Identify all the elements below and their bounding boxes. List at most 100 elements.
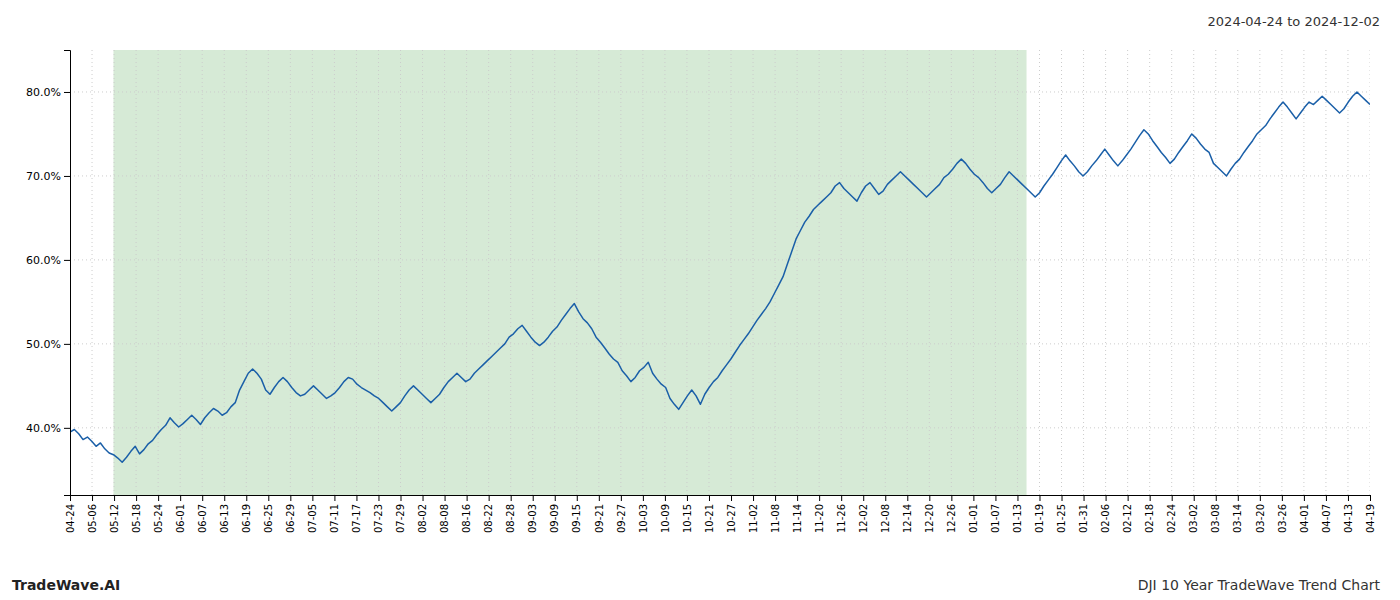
x-tick-mark (489, 495, 490, 501)
x-tick-mark (929, 495, 930, 501)
x-tick-label: 10-21 (704, 504, 715, 533)
x-tick-mark (268, 495, 269, 501)
grid-line-x (136, 50, 137, 495)
x-tick: 02-24 (1166, 495, 1177, 533)
x-tick: 08-02 (417, 495, 428, 533)
grid-line-x (753, 50, 754, 495)
grid-line-x (907, 50, 908, 495)
x-tick-label: 03-02 (1188, 504, 1199, 533)
x-tick-mark (687, 495, 688, 501)
x-tick-label: 09-15 (571, 504, 582, 533)
grid-line-x (1127, 50, 1128, 495)
x-tick: 06-13 (219, 495, 230, 533)
grid-line-x (356, 50, 357, 495)
grid-line-x (1215, 50, 1216, 495)
x-tick-mark (951, 495, 952, 501)
x-tick-label: 08-02 (417, 504, 428, 533)
x-tick: 08-28 (505, 495, 516, 533)
x-tick-label: 12-20 (924, 504, 935, 533)
x-tick-label: 05-06 (87, 504, 98, 533)
x-tick: 05-06 (87, 495, 98, 533)
y-axis: 40.0%50.0%60.0%70.0%80.0% (26, 51, 70, 496)
grid-line-x (1017, 50, 1018, 495)
x-tick-mark (621, 495, 622, 501)
grid-line-x (422, 50, 423, 495)
x-tick: 03-14 (1232, 495, 1243, 533)
x-tick-mark (753, 495, 754, 501)
x-tick-label: 10-27 (726, 504, 737, 533)
y-tick-mark (64, 428, 70, 429)
x-tick-mark (885, 495, 886, 501)
x-tick: 06-19 (241, 495, 252, 533)
grid-line-x (1105, 50, 1106, 495)
x-axis-line (71, 496, 1371, 502)
x-tick-mark (709, 495, 710, 501)
x-tick-label: 07-23 (373, 504, 384, 533)
x-tick-label: 04-19 (1365, 504, 1376, 533)
x-tick-mark (1017, 495, 1018, 501)
x-tick-label: 01-19 (1034, 504, 1045, 533)
x-tick-label: 11-26 (836, 504, 847, 533)
grid-line-x (488, 50, 489, 495)
x-tick-label: 06-25 (263, 504, 274, 533)
x-tick-mark (995, 495, 996, 501)
x-tick-label: 09-09 (549, 504, 560, 533)
x-tick: 07-17 (351, 495, 362, 533)
x-tick-label: 07-29 (395, 504, 406, 533)
x-tick: 12-26 (946, 495, 957, 533)
x-tick-mark (378, 495, 379, 501)
x-tick-mark (907, 495, 908, 501)
chart: 04-2405-0605-1205-1805-2406-0106-0706-13… (0, 0, 1400, 600)
x-tick: 03-08 (1210, 495, 1221, 533)
y-tick-label: 70.0% (26, 170, 61, 183)
x-tick: 12-14 (902, 495, 913, 533)
grid-line-x (598, 50, 599, 495)
x-tick: 09-03 (527, 495, 538, 533)
x-tick: 01-19 (1034, 495, 1045, 533)
x-tick: 09-09 (549, 495, 560, 533)
y-tick: 70.0% (26, 170, 70, 183)
x-tick-label: 06-29 (285, 504, 296, 533)
x-tick: 03-26 (1277, 495, 1288, 533)
footer-left: TradeWave.AI (12, 577, 120, 593)
grid (70, 50, 1370, 495)
x-tick-mark (599, 495, 600, 501)
grid-line-x (664, 50, 665, 495)
grid-line-x (1281, 50, 1282, 495)
x-tick-mark (731, 495, 732, 501)
grid-line-x (576, 50, 577, 495)
grid-line-x (620, 50, 621, 495)
x-tick-label: 09-03 (527, 504, 538, 533)
x-tick-label: 10-15 (682, 504, 693, 533)
x-tick-mark (312, 495, 313, 501)
x-tick-label: 03-14 (1232, 504, 1243, 533)
x-tick-label: 07-05 (307, 504, 318, 533)
grid-line-x (114, 50, 115, 495)
x-tick-mark (467, 495, 468, 501)
x-tick-mark (334, 495, 335, 501)
x-tick-label: 12-14 (902, 504, 913, 533)
x-tick-mark (665, 495, 666, 501)
y-tick-label: 60.0% (26, 254, 61, 267)
grid-line-y (70, 343, 1370, 344)
x-tick: 10-03 (638, 495, 649, 533)
grid-line-x (92, 50, 93, 495)
x-tick: 11-14 (792, 495, 803, 533)
grid-line-x (708, 50, 709, 495)
grid-line-x (995, 50, 996, 495)
x-tick-mark (1348, 495, 1349, 501)
x-tick: 01-01 (968, 495, 979, 533)
x-tick: 01-07 (990, 495, 1001, 533)
grid-line-x (1149, 50, 1150, 495)
x-tick-mark (224, 495, 225, 501)
x-tick-label: 09-27 (616, 504, 627, 533)
x-tick-mark (775, 495, 776, 501)
x-tick: 08-22 (483, 495, 494, 533)
x-tick-mark (1216, 495, 1217, 501)
x-tick: 06-01 (175, 495, 186, 533)
grid-line-y (70, 175, 1370, 176)
x-tick: 11-08 (770, 495, 781, 533)
footer-right: DJI 10 Year TradeWave Trend Chart (1138, 577, 1381, 593)
x-tick: 07-23 (373, 495, 384, 533)
x-tick-mark (136, 495, 137, 501)
